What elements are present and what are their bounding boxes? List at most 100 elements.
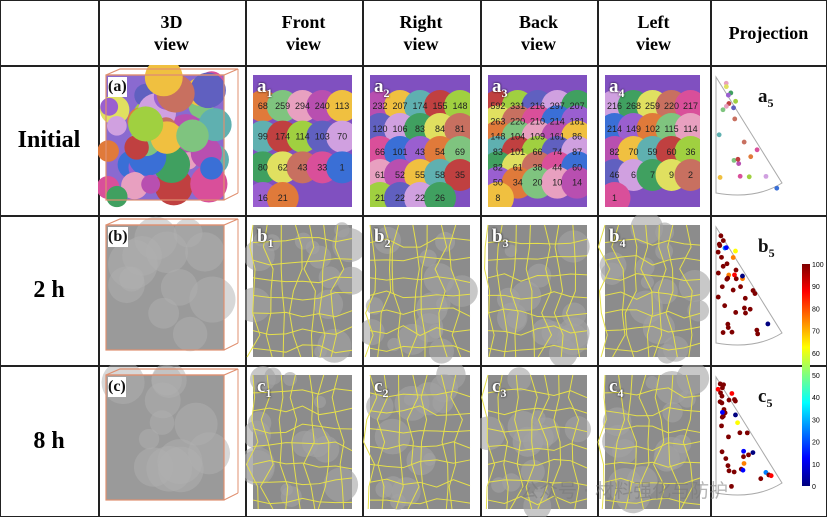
orientation-point [716, 132, 722, 138]
orientation-point [719, 284, 725, 290]
orientation-point [730, 255, 736, 260]
row-label: 2 h [33, 276, 65, 303]
grain-label: 83 [493, 147, 503, 157]
grain-label: 44 [552, 162, 562, 172]
grain-label: 220 [510, 116, 525, 126]
orientation-point [719, 254, 724, 260]
orientation-point [724, 261, 730, 267]
column-divider [597, 0, 599, 517]
grain-label: 259 [645, 101, 660, 111]
grain-label: 58 [435, 170, 445, 180]
orientation-point [723, 245, 729, 251]
row-divider [0, 365, 827, 367]
grain-label: 2 [688, 170, 693, 180]
orientation-point [729, 329, 735, 335]
orientation-point [725, 325, 731, 331]
grain-label: 34 [513, 178, 523, 188]
grain-label: 207 [570, 101, 585, 111]
orientation-point [737, 430, 743, 436]
colorbar-tick: 30 [812, 417, 820, 424]
orientation-point [740, 467, 746, 473]
panel-label: a4 [609, 76, 625, 100]
orientation-point [733, 267, 739, 273]
grain-label: 155 [432, 101, 447, 111]
colorbar-tick: 20 [812, 440, 820, 447]
orientation-point [741, 454, 746, 460]
orientation-point [733, 412, 738, 418]
panel-label: c1 [257, 376, 272, 400]
grain-label: 216 [607, 101, 622, 111]
column-header: Right view [399, 11, 443, 54]
grain-label: 148 [452, 101, 467, 111]
grain-label: 113 [335, 101, 349, 111]
orientation-point [730, 287, 736, 293]
grain-label: 1 [340, 162, 345, 172]
orientation-point [715, 386, 721, 392]
grain-label: 9 [669, 170, 674, 180]
orientation-point [733, 248, 738, 254]
grain-label: 6 [631, 170, 636, 180]
grain-label: 70 [337, 132, 347, 142]
orientation-point [732, 116, 738, 122]
grain-label: 14 [572, 178, 582, 188]
grain-label: 66 [375, 147, 385, 157]
projection-plot [715, 75, 783, 196]
orientation-point [740, 273, 745, 279]
orientation-point [719, 393, 725, 399]
orientation-point [765, 321, 771, 327]
panel-label: (b) [108, 227, 128, 247]
grain-label: 210 [530, 116, 545, 126]
orientation-point [731, 105, 736, 111]
grain-label: 22 [395, 193, 405, 203]
orientation-point [758, 476, 764, 482]
grain-label: 59 [647, 147, 657, 157]
colorbar-tick: 0 [812, 484, 816, 490]
orientation-point [729, 483, 734, 489]
orientation-point [715, 270, 721, 276]
orientation-point [731, 157, 737, 163]
view-image [363, 365, 471, 510]
colorbar-tick: 80 [812, 306, 820, 313]
panel-label: b5 [758, 236, 775, 260]
panel-label: b1 [257, 226, 274, 250]
panel-label: c2 [374, 376, 389, 400]
grain-label: 83 [415, 124, 425, 134]
orientation-point [720, 330, 726, 335]
grain-label: 149 [626, 124, 641, 134]
orientation-point [732, 272, 737, 278]
orientation-point [719, 423, 724, 429]
orientation-point [737, 173, 743, 179]
grain-label: 294 [295, 101, 310, 111]
grain-label: 46 [609, 170, 619, 180]
grain-label: 61 [513, 162, 523, 172]
grain-label: 120 [372, 124, 387, 134]
grain-label: 331 [510, 101, 525, 111]
grain-label: 33 [317, 162, 327, 172]
orientation-point [726, 434, 731, 440]
orientation-point [741, 139, 747, 145]
orientation-point [732, 397, 737, 402]
grain-label: 62 [278, 162, 288, 172]
panel-label: a1 [257, 76, 273, 100]
grain-label: 43 [297, 162, 307, 172]
orientation-point [723, 456, 729, 461]
grain-label: 66 [532, 147, 542, 157]
row-label: Initial [17, 126, 81, 153]
orientation-point [731, 469, 737, 475]
panel-label: c5 [758, 386, 773, 410]
grain-label: 114 [295, 132, 309, 142]
orientation-point [738, 284, 743, 290]
panel-label: (a) [108, 77, 127, 97]
grain-label: 101 [392, 147, 407, 157]
orientation-point [715, 294, 721, 300]
column-divider [98, 0, 100, 517]
orientation-point [723, 84, 729, 90]
panel-label: b3 [492, 226, 509, 250]
grain-label: 174 [275, 132, 290, 142]
orientation-point [725, 463, 731, 469]
colorbar-tick: 100 [812, 262, 824, 269]
panel-label: a3 [492, 76, 508, 100]
view-image: 68 259 294 240 113 99 174 114 103 70 80 62 43 33 1 16 21 [253, 75, 352, 207]
column-divider [480, 0, 482, 517]
grain-label: 50 [493, 178, 503, 188]
